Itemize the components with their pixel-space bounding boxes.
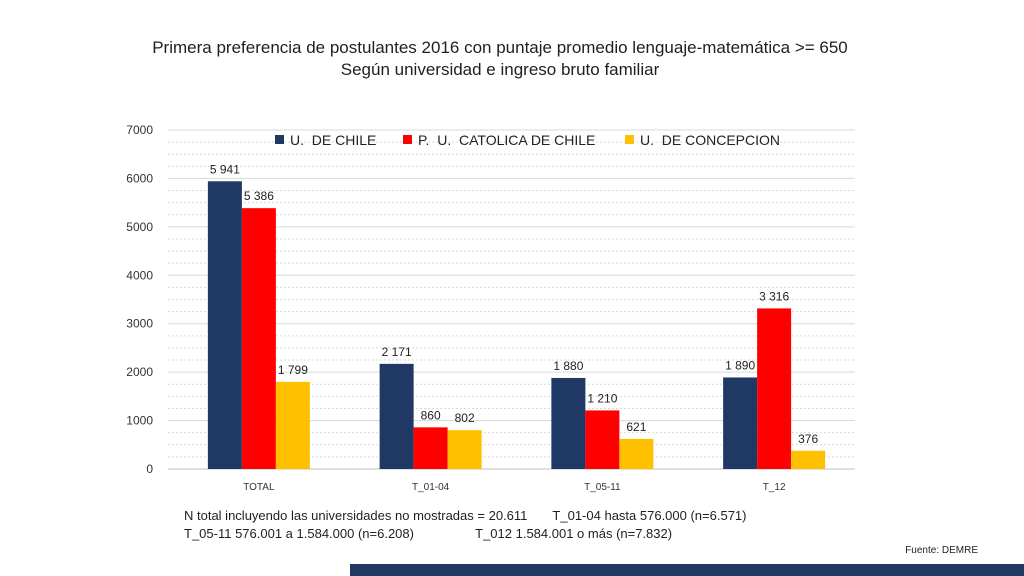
- bar: [207, 181, 242, 469]
- source-label: Fuente: DEMRE: [905, 545, 978, 556]
- data-label: 1 799: [278, 363, 308, 377]
- data-label: 621: [626, 420, 646, 434]
- data-label: 802: [455, 411, 475, 425]
- x-tick-label: T_05-11: [584, 482, 621, 493]
- data-label: 5 941: [210, 162, 240, 176]
- x-tick-label: T_12: [763, 482, 786, 493]
- y-tick-label: 2000: [126, 365, 153, 379]
- legend-swatch: [625, 135, 634, 144]
- legend-swatch: [403, 135, 412, 144]
- legend-swatch: [275, 135, 284, 144]
- footnote-line-1: N total incluyendo las universidades no …: [184, 508, 747, 523]
- legend-label: U. DE CHILE: [290, 132, 376, 148]
- bar: [619, 438, 654, 469]
- bar: [551, 377, 586, 469]
- legend-label: U. DE CONCEPCION: [640, 132, 780, 148]
- bar: [447, 430, 482, 469]
- legend-label: P. U. CATOLICA DE CHILE: [418, 132, 595, 148]
- bar: [413, 427, 448, 469]
- y-tick-label: 4000: [126, 268, 153, 282]
- data-label: 1 880: [553, 359, 583, 373]
- x-tick-label: T_01-04: [412, 482, 450, 493]
- data-label: 1 210: [587, 391, 617, 405]
- data-label: 3 316: [759, 289, 789, 303]
- chart-title: Primera preferencia de postulantes 2016 …: [152, 38, 848, 57]
- chart-subtitle: Según universidad e ingreso bruto famili…: [340, 60, 660, 79]
- y-tick-label: 5000: [126, 220, 153, 234]
- bar: [275, 381, 310, 469]
- y-tick-label: 0: [146, 462, 153, 476]
- y-tick-label: 6000: [126, 171, 153, 185]
- footer-bar: [350, 564, 1024, 576]
- bar: [585, 410, 620, 469]
- data-label: 2 171: [382, 345, 412, 359]
- y-tick-label: 7000: [126, 123, 153, 137]
- data-label: 860: [421, 408, 441, 422]
- footnote-line-2: T_05-11 576.001 a 1.584.000 (n=6.208) T_…: [184, 526, 673, 541]
- data-label: 1 890: [725, 358, 755, 372]
- bar: [757, 308, 792, 469]
- data-label: 5 386: [244, 189, 274, 203]
- bar: [791, 450, 826, 469]
- bar: [241, 208, 276, 470]
- y-tick-label: 3000: [126, 317, 153, 331]
- y-tick-label: 1000: [126, 414, 153, 428]
- x-tick-label: TOTAL: [243, 482, 275, 493]
- bar: [723, 377, 758, 469]
- bar: [379, 363, 414, 469]
- data-label: 376: [798, 432, 818, 446]
